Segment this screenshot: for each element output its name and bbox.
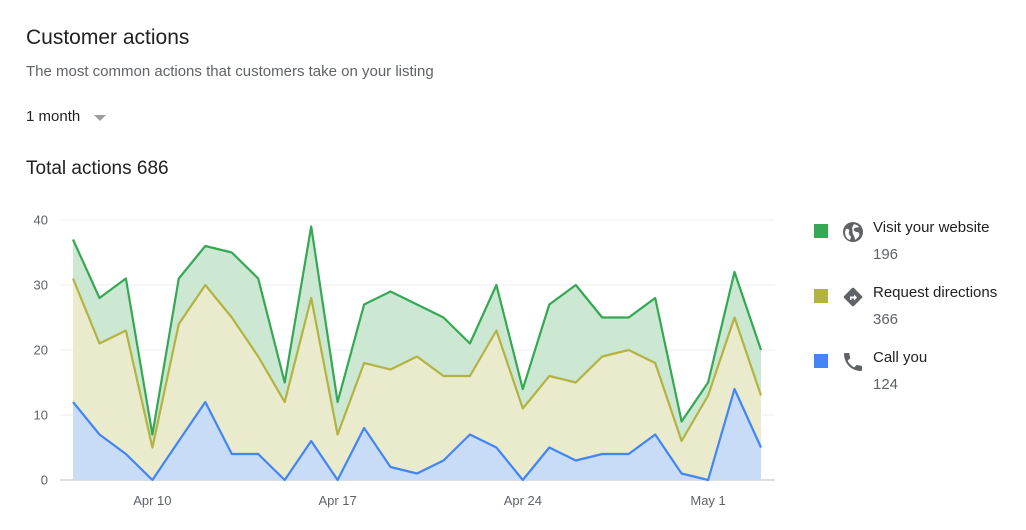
y-tick-label: 30 [34,278,48,293]
x-tick-label: Apr 10 [133,493,171,508]
x-tick-label: Apr 24 [504,493,542,508]
directions-icon [843,287,863,307]
area-layer [73,226,761,480]
legend-item-website[interactable]: Visit your website 196 [814,218,1024,283]
globe-icon [843,222,863,242]
line-layer [71,225,763,482]
total-actions: Total actions 686 [26,158,169,179]
x-tick-label: Apr 17 [318,493,356,508]
line-request-directions [71,278,763,449]
legend-swatch-directions [814,289,828,303]
legend-swatch-website [814,224,828,238]
legend-label-call: Call you [873,349,928,366]
legend-value-call: 124 [873,376,899,393]
y-tick-label: 10 [34,408,48,423]
legend-label-directions: Request directions [873,284,998,301]
time-range-value: 1 month [26,108,81,125]
area-visit-your-website [73,226,761,448]
phone-icon [844,353,862,371]
y-tick-label: 40 [34,213,48,228]
legend-swatch-call [814,354,828,368]
time-range-dropdown[interactable]: 1 month [26,108,107,125]
card-title: Customer actions [26,26,190,49]
x-tick-label: May 1 [690,493,725,508]
line-call-you [72,387,763,482]
chevron-down-icon [94,114,107,121]
area-request-directions [73,278,761,480]
card-subtitle: The most common actions that customers t… [26,63,434,80]
y-tick-label: 0 [41,473,48,488]
chart-legend: Visit your website 196 Request direction… [814,218,1024,413]
axis-layer: 0 10 20 30 40 Apr 10 Apr 17 Apr 24 May 1 [34,213,726,509]
y-tick-label: 20 [34,343,48,358]
legend-item-call[interactable]: Call you 124 [814,348,1024,413]
actions-area-chart: 0 10 20 30 40 Apr 10 Apr 17 Apr 24 May 1 [34,213,775,509]
legend-item-directions[interactable]: Request directions 366 [814,283,1024,348]
line-visit-your-website [71,225,763,436]
legend-value-directions: 366 [873,311,899,328]
legend-value-website: 196 [873,246,899,263]
legend-label-website: Visit your website [873,219,990,236]
